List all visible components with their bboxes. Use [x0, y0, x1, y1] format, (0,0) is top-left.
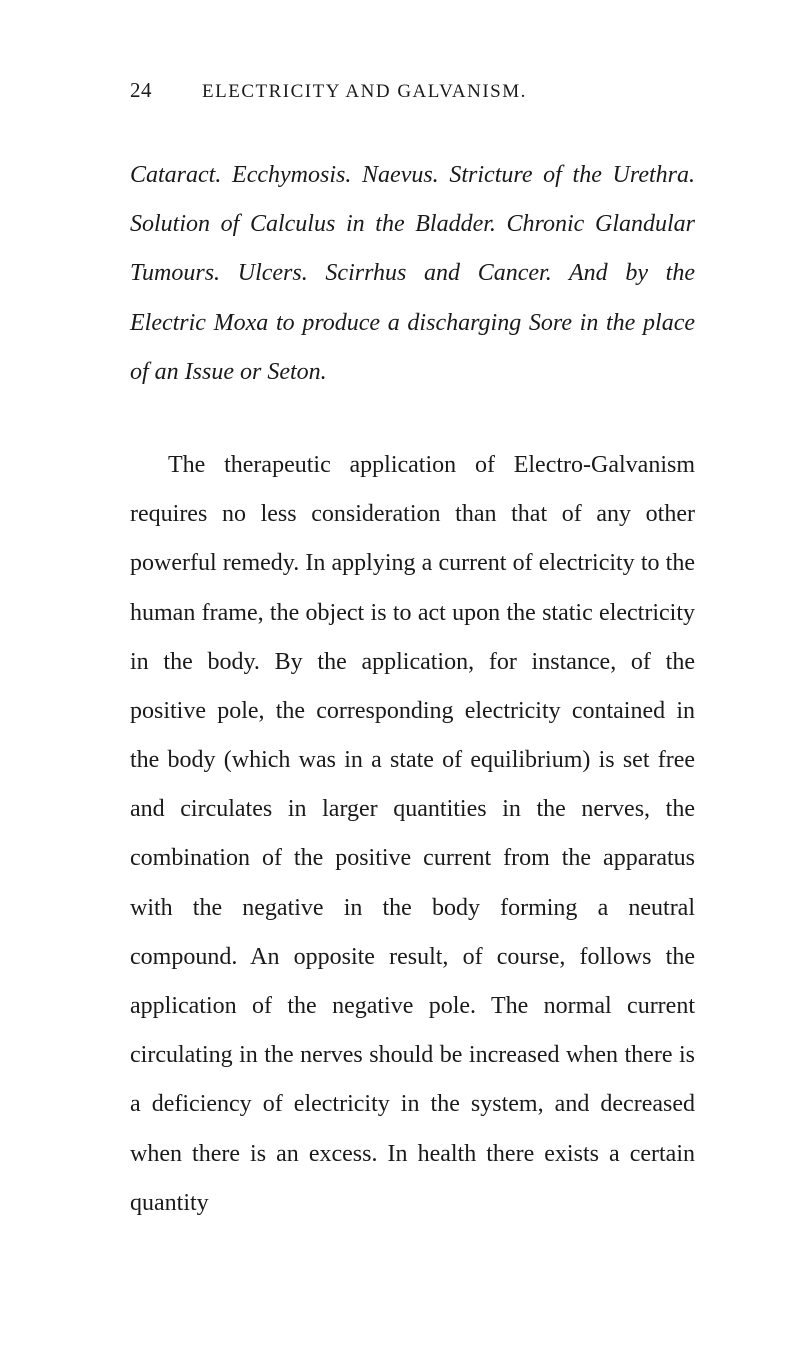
- document-page: 24 ELECTRICITY AND GALVANISM. Cataract. …: [0, 0, 800, 1353]
- page-header: 24 ELECTRICITY AND GALVANISM.: [130, 78, 695, 103]
- body-paragraph: The therapeutic application of Electro-G…: [130, 441, 695, 1228]
- italic-heading-paragraph: Cataract. Ecchymosis. Naevus. Stricture …: [130, 151, 695, 397]
- page-number: 24: [130, 78, 152, 103]
- running-title: ELECTRICITY AND GALVANISM.: [202, 81, 527, 103]
